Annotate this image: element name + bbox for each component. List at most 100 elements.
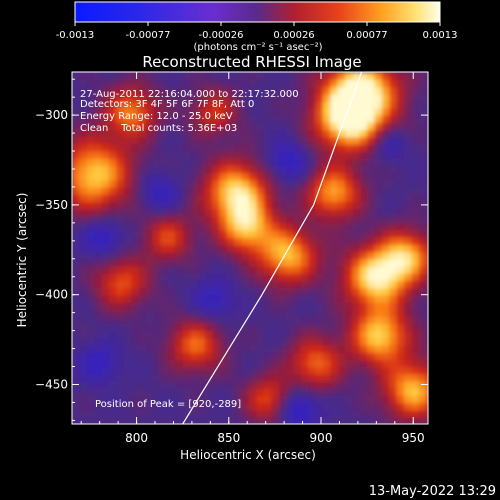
heatmap-cell xyxy=(404,287,412,296)
heatmap-cell xyxy=(300,158,309,166)
heatmap-cell xyxy=(389,93,398,102)
heatmap-cell xyxy=(182,86,191,95)
heatmap-cell xyxy=(234,143,243,152)
heatmap-cell xyxy=(396,373,405,382)
heatmap-cell xyxy=(138,107,147,116)
heatmap-cell xyxy=(116,266,125,274)
heatmap-cell xyxy=(160,287,169,296)
heatmap-cell xyxy=(359,158,368,166)
heatmap-cell xyxy=(404,395,412,404)
heatmap-cell xyxy=(131,280,139,289)
heatmap-cell xyxy=(190,323,199,332)
heatmap-cell xyxy=(160,237,169,245)
heatmap-cell xyxy=(94,287,103,296)
heatmap-cell xyxy=(153,316,162,324)
heatmap-cell xyxy=(101,294,110,303)
heatmap-cell xyxy=(212,388,221,396)
heatmap-cell xyxy=(175,93,184,102)
heatmap-cell xyxy=(293,222,302,231)
heatmap-cell xyxy=(293,366,302,375)
heatmap-cell xyxy=(182,380,191,389)
heatmap-cell xyxy=(308,380,317,389)
heatmap-cell xyxy=(94,100,103,109)
heatmap-cell xyxy=(330,373,339,382)
heatmap-cell xyxy=(426,402,428,411)
heatmap-cell xyxy=(94,151,103,159)
heatmap-cell xyxy=(145,158,154,166)
heatmap-cell xyxy=(204,395,213,404)
heatmap-cell xyxy=(175,323,184,332)
heatmap-cell xyxy=(418,129,427,138)
heatmap-cell xyxy=(197,143,206,152)
heatmap-cell xyxy=(286,395,294,404)
heatmap-cell xyxy=(426,416,428,424)
heatmap-cell xyxy=(271,222,280,231)
heatmap-cell xyxy=(381,230,390,238)
heatmap-cell xyxy=(426,237,428,245)
heatmap-cell xyxy=(116,165,125,174)
heatmap-cell xyxy=(249,287,258,296)
heatmap-cell xyxy=(190,237,199,245)
heatmap-cell xyxy=(263,129,272,138)
heatmap-cell xyxy=(234,79,243,87)
heatmap-cell xyxy=(116,172,125,181)
heatmap-cell xyxy=(167,208,176,217)
heatmap-cell xyxy=(367,273,376,281)
heatmap-cell xyxy=(241,287,250,296)
heatmap-cell xyxy=(337,107,346,116)
heatmap-cell xyxy=(72,186,80,195)
heatmap-cell xyxy=(212,301,221,310)
heatmap-cell xyxy=(418,301,427,310)
heatmap-cell xyxy=(86,151,95,159)
heatmap-cell xyxy=(300,222,309,231)
heatmap-cell xyxy=(94,266,103,274)
heatmap-cell xyxy=(219,402,228,411)
heatmap-cell xyxy=(411,316,420,324)
heatmap-cell xyxy=(167,136,176,145)
heatmap-cell xyxy=(79,402,88,411)
heatmap-cell xyxy=(204,366,213,375)
heatmap-cell xyxy=(278,158,287,166)
heatmap-cell xyxy=(219,287,228,296)
heatmap-cell xyxy=(300,316,309,324)
heatmap-cell xyxy=(426,230,428,238)
heatmap-cell xyxy=(396,158,405,166)
heatmap-cell xyxy=(367,258,376,267)
heatmap-cell xyxy=(182,201,191,210)
heatmap-cell xyxy=(197,373,206,382)
heatmap-cell xyxy=(337,301,346,310)
heatmap-cell xyxy=(175,273,184,281)
heatmap-cell xyxy=(190,244,199,253)
heatmap-cell xyxy=(145,107,154,116)
heatmap-cell xyxy=(145,179,154,188)
heatmap-cell xyxy=(204,186,213,195)
heatmap-cell xyxy=(197,345,206,353)
heatmap-cell xyxy=(234,395,243,404)
heatmap-cell xyxy=(315,208,324,217)
heatmap-cell xyxy=(271,93,280,102)
heatmap-cell xyxy=(337,395,346,404)
heatmap-cell xyxy=(153,409,162,418)
heatmap-cell xyxy=(234,294,243,303)
heatmap-cell xyxy=(322,93,331,102)
heatmap-cell xyxy=(293,337,302,346)
heatmap-cell xyxy=(381,323,390,332)
heatmap-cell xyxy=(138,380,147,389)
heatmap-cell xyxy=(226,122,235,131)
heatmap-cell xyxy=(345,194,353,202)
heatmap-cell xyxy=(197,179,206,188)
heatmap-cell xyxy=(72,208,80,217)
heatmap-cell xyxy=(101,280,110,289)
heatmap-cell xyxy=(131,287,139,296)
heatmap-cell xyxy=(404,222,412,231)
heatmap-cell xyxy=(263,179,272,188)
heatmap-cell xyxy=(116,409,125,418)
heatmap-cell xyxy=(101,388,110,396)
heatmap-cell xyxy=(359,100,368,109)
heatmap-cell xyxy=(123,222,132,231)
heatmap-cell xyxy=(212,345,221,353)
heatmap-cell xyxy=(300,301,309,310)
heatmap-cell xyxy=(234,359,243,368)
heatmap-cell xyxy=(263,230,272,238)
heatmap-cell xyxy=(138,115,147,123)
